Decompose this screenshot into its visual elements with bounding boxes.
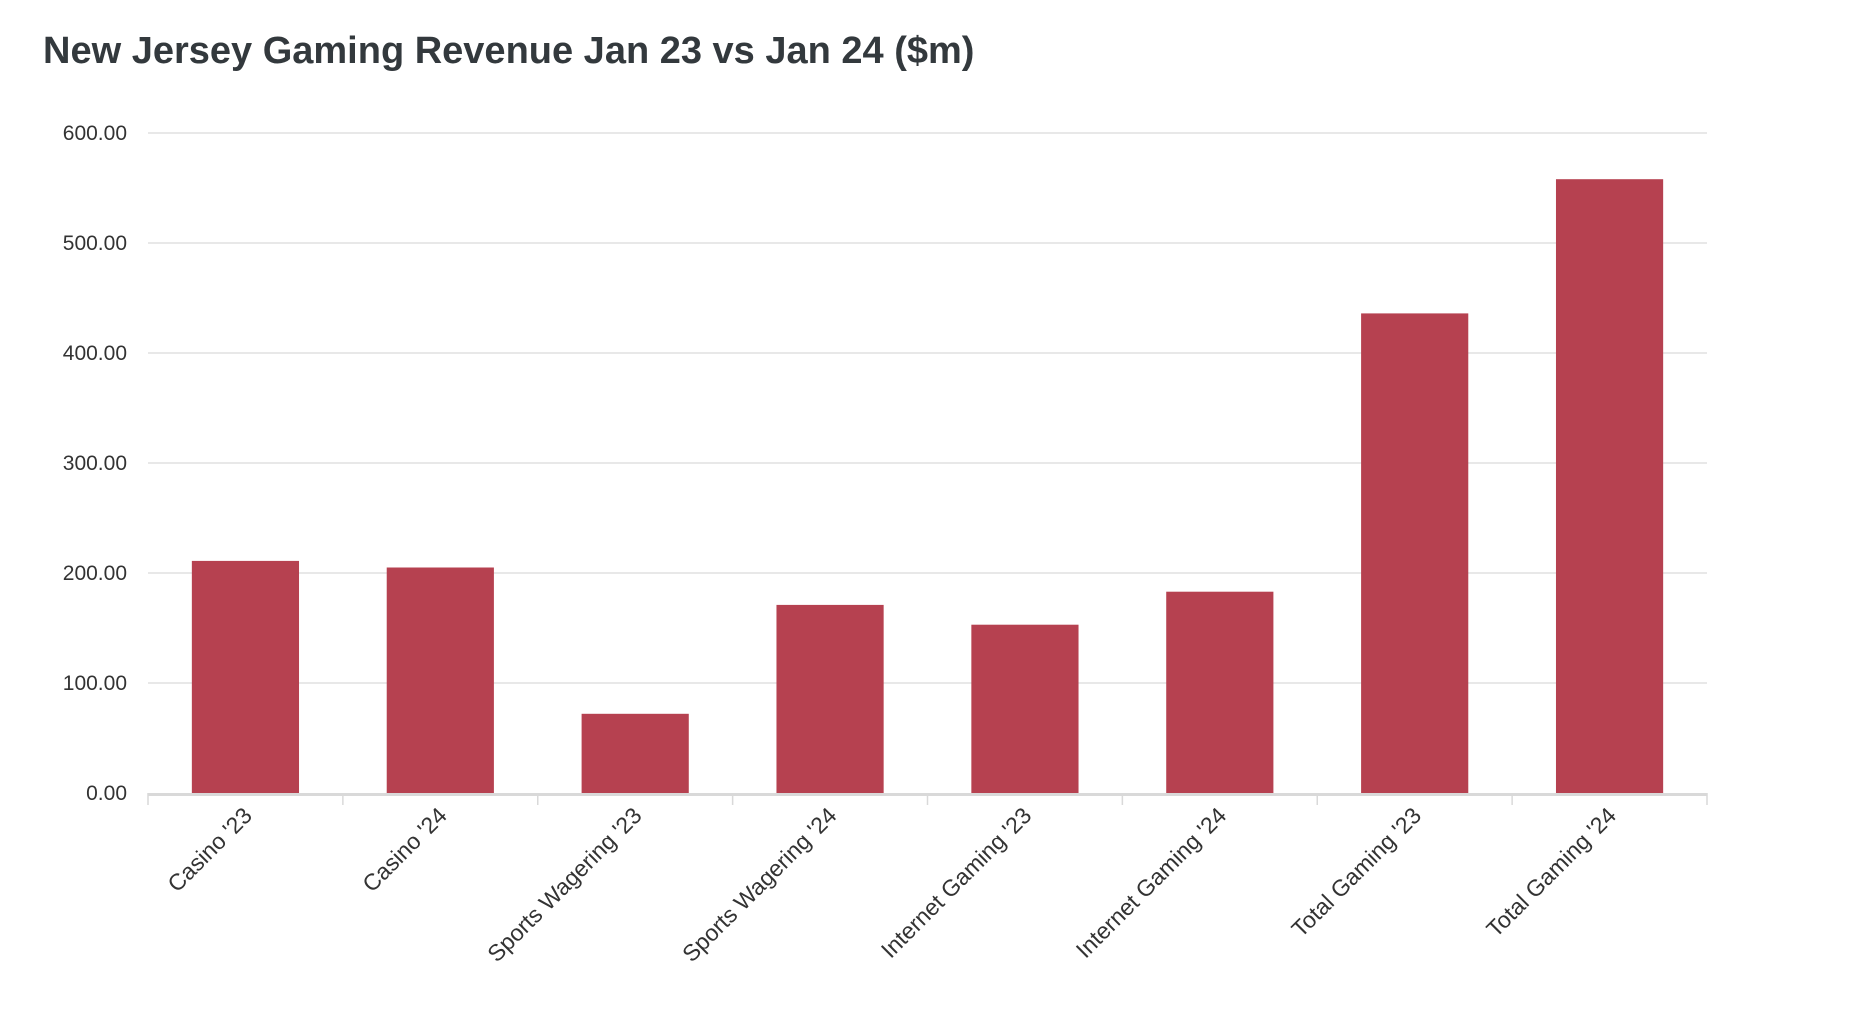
x-category-label: Casino '23: [162, 802, 257, 897]
x-axis: [147, 793, 1708, 805]
bar[interactable]: [581, 713, 689, 793]
y-tick-label: 400.00: [63, 342, 127, 365]
bar[interactable]: [1555, 179, 1664, 793]
bar[interactable]: [776, 604, 884, 793]
y-tick-label: 0.00: [86, 782, 127, 805]
bar[interactable]: [1361, 313, 1469, 793]
y-tick-label: 300.00: [63, 452, 127, 475]
x-category-label: Internet Gaming '24: [1071, 802, 1232, 963]
x-category-label: Total Gaming '24: [1481, 802, 1621, 942]
x-axis-category-labels: Casino '23 Casino '24 Sports Wagering '23 S…: [162, 802, 1621, 967]
x-category-label: Internet Gaming '23: [876, 802, 1037, 963]
bar[interactable]: [386, 567, 494, 794]
y-tick-label: 200.00: [63, 562, 127, 585]
bar[interactable]: [971, 624, 1079, 793]
bar[interactable]: [1166, 591, 1274, 793]
bars: [191, 179, 1664, 794]
y-tick-label: 600.00: [63, 122, 127, 145]
y-axis-tick-labels: 0.00 100.00 200.00 300.00 400.00 500.00 600.00: [63, 122, 127, 805]
x-category-label: Total Gaming '23: [1286, 802, 1426, 942]
bar[interactable]: [191, 560, 300, 793]
y-tick-label: 500.00: [63, 232, 127, 255]
x-category-label: Sports Wagering '23: [482, 802, 647, 967]
gridlines: [148, 132, 1707, 684]
x-category-label: Casino '24: [357, 802, 452, 897]
chart-title: New Jersey Gaming Revenue Jan 23 vs Jan …: [43, 30, 975, 72]
x-category-label: Sports Wagering '24: [677, 802, 842, 967]
y-tick-label: 100.00: [63, 672, 127, 695]
